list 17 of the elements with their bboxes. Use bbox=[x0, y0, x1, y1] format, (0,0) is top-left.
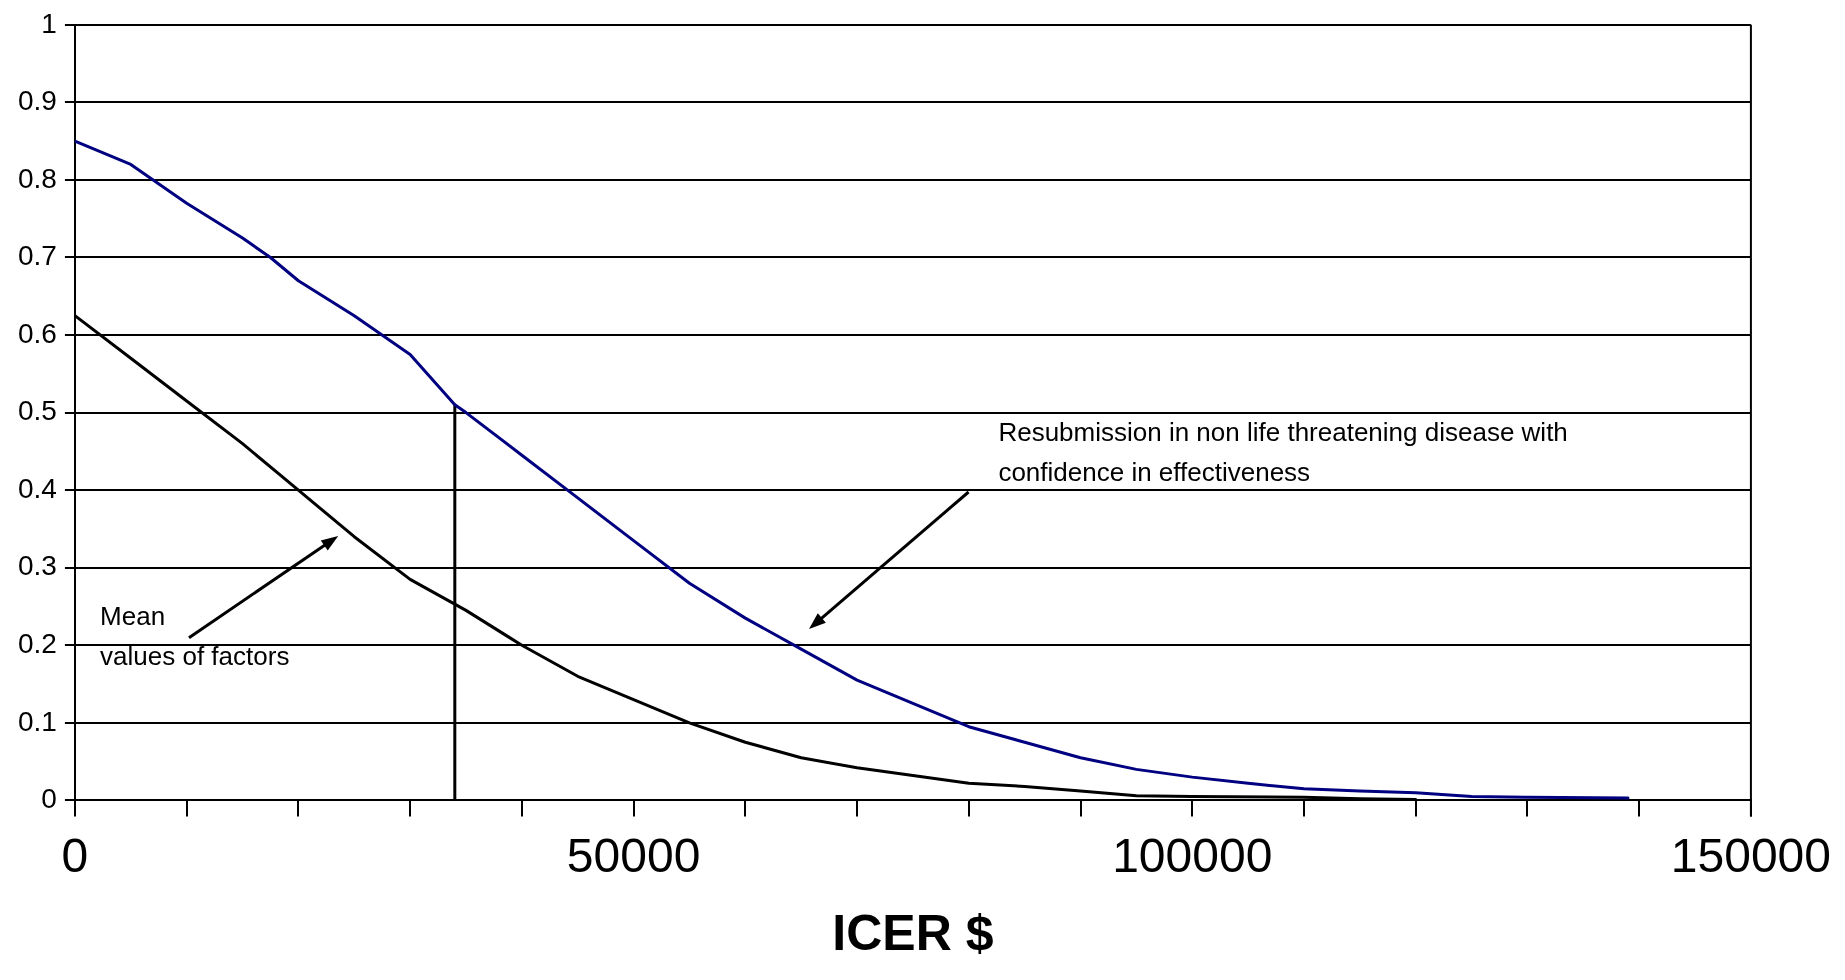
y-tick-label: 0.9 bbox=[17, 85, 57, 117]
x-tick-label: 50000 bbox=[566, 829, 701, 883]
y-tick-label: 0.8 bbox=[17, 162, 57, 194]
y-tick-label: 0.6 bbox=[17, 317, 57, 349]
y-tick-label: 0.4 bbox=[17, 472, 57, 504]
x-axis-title: ICER $ bbox=[832, 904, 994, 961]
annotation: Mean values of factors bbox=[100, 601, 290, 672]
y-tick-label: 1 bbox=[41, 7, 57, 39]
annotation: Resubmission in non life threatening disease with confidence in effectiveness bbox=[998, 416, 1568, 487]
y-tick-label: 0 bbox=[41, 783, 57, 815]
x-tick-label: 150000 bbox=[1670, 829, 1831, 883]
y-tick-label: 0.1 bbox=[17, 705, 57, 737]
y-tick-label: 0.2 bbox=[17, 628, 57, 659]
y-tick-label: 0.5 bbox=[17, 395, 57, 427]
y-tick-label: 0.3 bbox=[17, 550, 57, 582]
y-tick-label: 0.7 bbox=[17, 240, 57, 272]
x-tick-label: 100000 bbox=[1112, 829, 1273, 883]
